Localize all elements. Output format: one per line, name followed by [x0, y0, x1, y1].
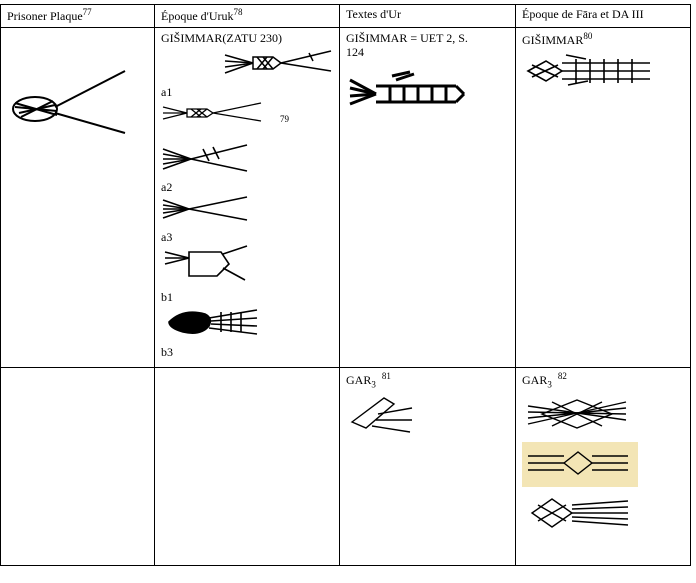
glyph-uruk-a2: [161, 141, 333, 178]
glyph-fara-gar3-a: [522, 394, 684, 437]
cell-title-text: GAR: [522, 373, 547, 387]
footnote-ref: 80: [583, 31, 592, 41]
variant-label: a1: [161, 85, 333, 99]
variant-label: b1: [161, 290, 333, 304]
table-row: GIŠIMMAR(ZATU 230): [1, 28, 691, 368]
variant-label: b3: [161, 345, 333, 359]
glyph-fara-gar3-c: [522, 493, 684, 534]
cell-title: GAR3 81: [346, 371, 509, 390]
gar-sign-icon: [346, 394, 416, 440]
glyph-fara-gisimmar: [522, 51, 684, 94]
cell-ur-gar3: GAR3 81: [340, 368, 516, 566]
palm-sign-icon: [223, 45, 333, 79]
gar-sign-icon: [522, 394, 632, 434]
palm-sign-icon: [161, 194, 251, 224]
header-label: Époque d'Uruk: [161, 9, 233, 23]
cell-fara-gisimmar: GIŠIMMAR80: [516, 28, 691, 368]
footnote-ref: 77: [83, 7, 92, 17]
palm-sign-icon: [161, 99, 271, 127]
glyph-uruk-b1: [161, 244, 333, 287]
palm-sign-icon: [161, 141, 251, 175]
cell-title-line2: 124: [346, 45, 509, 59]
variant-label: a2: [161, 180, 333, 194]
footnote-ref: 81: [382, 371, 391, 381]
header-fara: Époque de Fāra et DA III: [516, 5, 691, 28]
cell-uruk-gisimmar: GIŠIMMAR(ZATU 230): [155, 28, 340, 368]
cell-title: GAR3 82: [522, 371, 684, 390]
header-prisoner-plaque: Prisoner Plaque77: [1, 5, 155, 28]
cell-ur-gisimmar: GIŠIMMAR = UET 2, S. 124: [340, 28, 516, 368]
footnote-ref: 78: [233, 7, 242, 17]
page: Prisoner Plaque77 Époque d'Uruk78 Textes…: [0, 0, 696, 583]
palm-sign-icon: [522, 51, 652, 91]
footnote-ref: 82: [558, 371, 567, 381]
subscript: 3: [371, 379, 376, 389]
palm-sign-icon: [161, 244, 251, 284]
cell-fara-gar3: GAR3 82: [516, 368, 691, 566]
cell-title-line1: GIŠIMMAR = UET 2, S.: [346, 31, 509, 45]
table-header-row: Prisoner Plaque77 Époque d'Uruk78 Textes…: [1, 5, 691, 28]
glyph-uruk-a1: [161, 45, 333, 82]
glyph-uruk-mid: 79: [161, 99, 333, 130]
cell-title: GIŠIMMAR(ZATU 230): [161, 31, 333, 45]
variant-label: a3: [161, 230, 333, 244]
glyph-ur-gar3: [346, 394, 509, 443]
header-uruk: Époque d'Uruk78: [155, 5, 340, 28]
cell-prisoner-plaque: [1, 28, 155, 368]
cell-title: GIŠIMMAR80: [522, 31, 684, 47]
palm-sign-icon: [346, 70, 466, 114]
cell-title-text: GIŠIMMAR: [522, 33, 583, 47]
header-label: Prisoner Plaque: [7, 9, 83, 23]
cell-title-text: GAR: [346, 373, 371, 387]
cell-empty: [155, 368, 340, 566]
gar-sign-icon: [524, 446, 632, 480]
table-row: GAR3 81 GAR3 82: [1, 368, 691, 566]
glyph-fara-gar3-b: [522, 442, 638, 487]
cell-empty: [1, 368, 155, 566]
sign-comparison-table: Prisoner Plaque77 Époque d'Uruk78 Textes…: [0, 4, 691, 566]
palm-sign-icon: [7, 67, 127, 137]
palm-sign-icon: [161, 304, 261, 340]
subscript: 3: [547, 379, 552, 389]
footnote-ref: 79: [280, 114, 289, 124]
header-label: Époque de Fāra et DA III: [522, 7, 644, 21]
header-ur: Textes d'Ur: [340, 5, 516, 28]
gar-sign-icon: [522, 493, 632, 531]
glyph-uruk-b3: [161, 304, 333, 343]
glyph-uruk-a3: [161, 194, 333, 227]
glyph-ur-gisimmar: [346, 70, 509, 117]
glyph-prisoner-plaque: [7, 67, 148, 140]
header-label: Textes d'Ur: [346, 7, 401, 21]
